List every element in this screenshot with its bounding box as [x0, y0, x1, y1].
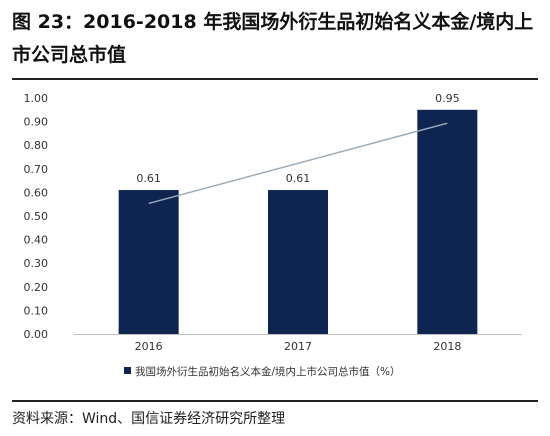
source-note: 资料来源：Wind、国信证券经济研究所整理 [12, 411, 286, 427]
y-tick-label: 0.00 [24, 328, 49, 341]
figure-title: 图 23：2016-2018 年我国场外衍生品初始名义本金/境内上市公司总市值 [12, 11, 534, 66]
bar [268, 190, 328, 334]
x-tick-label: 2016 [135, 340, 163, 353]
trendline [148, 122, 448, 205]
y-tick-label: 0.70 [24, 163, 49, 176]
data-label: 0.61 [286, 172, 311, 185]
bottom-divider [12, 400, 538, 402]
y-tick-label: 0.10 [24, 304, 49, 317]
bar-chart: 0.00 0.10 0.20 0.30 0.40 0.50 0.60 0.70 0.80 0.90… [24, 92, 522, 378]
y-tick-label: 0.20 [24, 281, 49, 294]
data-label: 0.61 [136, 172, 161, 185]
y-tick-label: 0.30 [24, 257, 49, 270]
y-tick-label: 0.40 [24, 234, 49, 247]
x-tick-label: 2017 [284, 340, 312, 353]
y-tick-label: 0.50 [24, 210, 49, 223]
top-divider [12, 78, 538, 80]
legend-swatch [124, 367, 131, 374]
bar [417, 109, 478, 334]
x-tick-label: 2018 [433, 340, 461, 353]
y-tick-label: 0.90 [24, 116, 49, 129]
legend-label: 我国场外衍生品初始名义本金/境内上市公司总市值（%） [135, 365, 401, 378]
y-tick-label: 0.60 [24, 186, 49, 199]
chart-container: 0.00 0.10 0.20 0.30 0.40 0.50 0.60 0.70 0.80 0.90… [12, 83, 538, 393]
data-label: 0.95 [435, 92, 460, 105]
bar [118, 190, 179, 334]
y-tick-label: 1.00 [24, 92, 49, 105]
y-tick-label: 0.80 [24, 139, 49, 152]
